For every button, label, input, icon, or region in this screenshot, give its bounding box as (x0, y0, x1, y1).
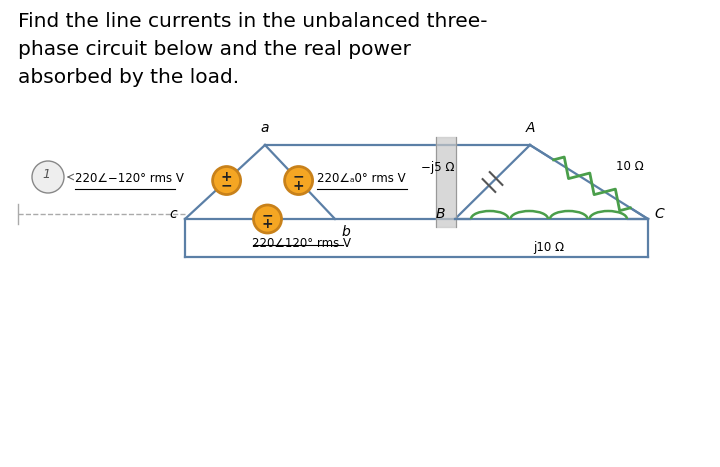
Text: +: + (221, 170, 233, 184)
Text: absorbed by the load.: absorbed by the load. (18, 68, 239, 87)
Text: b: b (341, 225, 350, 239)
Text: +: + (261, 217, 274, 231)
Text: j10 Ω: j10 Ω (534, 241, 564, 254)
Text: −: − (293, 170, 305, 184)
Text: C: C (654, 207, 664, 221)
Text: +: + (293, 178, 305, 192)
Text: phase circuit below and the real power: phase circuit below and the real power (18, 40, 411, 59)
Text: −: − (221, 178, 233, 192)
Text: −: − (261, 208, 274, 222)
Text: A: A (526, 121, 535, 135)
Circle shape (284, 167, 312, 195)
Text: Find the line currents in the unbalanced three-: Find the line currents in the unbalanced… (18, 12, 487, 31)
Circle shape (253, 205, 282, 233)
Circle shape (212, 167, 240, 195)
Text: −j5 Ω: −j5 Ω (421, 162, 454, 175)
Circle shape (32, 161, 64, 193)
Text: a: a (261, 121, 269, 135)
Text: 220∠ₐ0° rms V: 220∠ₐ0° rms V (317, 172, 405, 185)
Text: 220∠120° rms V: 220∠120° rms V (253, 237, 351, 250)
Text: 1: 1 (42, 169, 50, 182)
Text: B: B (436, 207, 445, 221)
Text: 220∠−120° rms V: 220∠−120° rms V (75, 172, 184, 185)
Text: c: c (169, 207, 177, 221)
Text: 10 Ω: 10 Ω (616, 160, 644, 172)
